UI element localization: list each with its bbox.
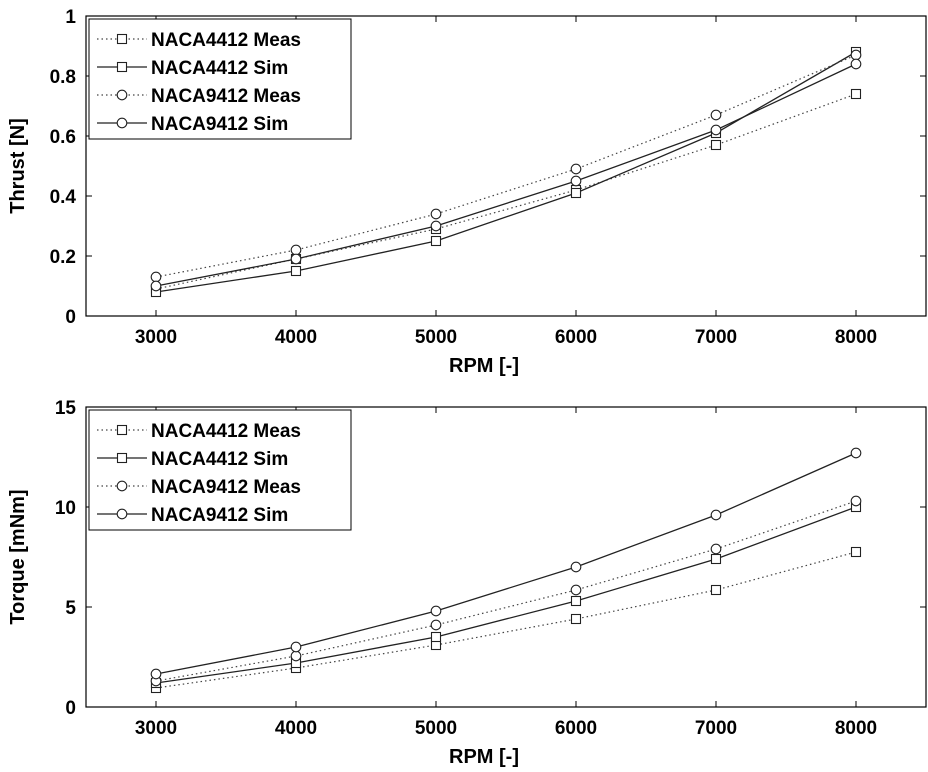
legend-marker-square [116, 424, 128, 436]
y-tick-label: 1 [65, 7, 76, 28]
legend-box [88, 409, 352, 531]
x-tick-label: 8000 [835, 327, 877, 348]
legend-marker-square [116, 33, 128, 45]
data-point [710, 543, 722, 555]
data-point [150, 280, 162, 292]
plot-frame [85, 406, 927, 708]
x-tick-label: 5000 [415, 718, 457, 739]
data-point [430, 235, 442, 247]
series-line [155, 506, 857, 684]
x-tick-label: 7000 [695, 718, 737, 739]
series-line [155, 54, 857, 278]
data-point [850, 495, 862, 507]
series-line [155, 452, 857, 675]
data-point [290, 641, 302, 653]
legend-marker-square [116, 452, 128, 464]
y-tick-label: 0 [65, 307, 76, 328]
torque-chart: 3000 4000 5000 6000 7000 8000 0 5 10 15 RPM [-] Tor… [7, 398, 927, 768]
data-point [570, 163, 582, 175]
series-line [155, 93, 857, 290]
data-point [710, 109, 722, 121]
data-point [430, 208, 442, 220]
series-naca9412-sim [150, 447, 862, 680]
x-tick-label: 8000 [835, 718, 877, 739]
legend-marker-circle [116, 117, 128, 129]
series-line [155, 63, 857, 287]
legend-entry-label: NACA4412 Sim [151, 58, 288, 79]
data-point [290, 265, 302, 277]
data-point [570, 175, 582, 187]
legend-marker-square [116, 61, 128, 73]
x-tick-label: 5000 [415, 327, 457, 348]
x-tick-label: 7000 [695, 327, 737, 348]
series-naca9412-meas [150, 49, 862, 283]
data-point [710, 124, 722, 136]
y-axis-label: Torque [mNm] [7, 489, 29, 624]
legend-marker-circle [116, 508, 128, 520]
x-axis-label: RPM [-] [449, 355, 519, 377]
legend-box [88, 18, 352, 140]
data-point [710, 509, 722, 521]
data-point [710, 584, 722, 596]
data-point [430, 220, 442, 232]
data-point [290, 650, 302, 662]
y-tick-label: 5 [65, 598, 76, 619]
x-axis-label: RPM [-] [449, 746, 519, 768]
data-point [290, 244, 302, 256]
data-point [850, 58, 862, 70]
x-tick-label: 3000 [135, 718, 177, 739]
data-point [850, 49, 862, 61]
y-axis-label: Thrust [N] [7, 118, 29, 214]
y-tick-label: 0.2 [50, 247, 76, 268]
data-point [150, 668, 162, 680]
y-tick-label: 0.6 [50, 127, 76, 148]
data-point [570, 561, 582, 573]
legend-entry-label: NACA4412 Meas [151, 30, 301, 51]
x-tick-label: 4000 [275, 718, 317, 739]
legend-entry-label: NACA9412 Sim [151, 114, 288, 135]
data-point [570, 595, 582, 607]
data-point [290, 253, 302, 265]
data-point [850, 546, 862, 558]
legend-entry-label: NACA4412 Sim [151, 449, 288, 470]
data-point [430, 619, 442, 631]
series-line [155, 551, 857, 689]
legend-entry-label: NACA4412 Meas [151, 421, 301, 442]
legend-marker-circle [116, 480, 128, 492]
thrust-chart: 3000 4000 5000 6000 7000 8000 0 0.2 0.4 0.6 0.8 1 RP… [7, 7, 927, 377]
plot-frame [85, 15, 927, 317]
y-tick-label: 10 [55, 498, 76, 519]
x-tick-label: 3000 [135, 327, 177, 348]
legend-entry-label: NACA9412 Sim [151, 505, 288, 526]
series-naca9412-sim [150, 58, 862, 292]
x-tick-label: 4000 [275, 327, 317, 348]
data-point [570, 584, 582, 596]
data-point [570, 187, 582, 199]
legend-entry-label: NACA9412 Meas [151, 477, 301, 498]
y-tick-label: 0.8 [50, 67, 76, 88]
data-point [150, 271, 162, 283]
legend: NACA4412 Meas NACA4412 Sim NACA9412 Meas NA… [88, 18, 352, 140]
y-tick-label: 0.4 [50, 187, 77, 208]
data-point [570, 613, 582, 625]
legend-entry-label: NACA9412 Meas [151, 86, 301, 107]
data-point [710, 139, 722, 151]
data-point [430, 605, 442, 617]
series-naca4412-meas [150, 546, 862, 694]
data-point [850, 88, 862, 100]
x-tick-label: 6000 [555, 327, 597, 348]
y-tick-label: 15 [55, 398, 77, 419]
y-tick-label: 0 [65, 698, 76, 719]
legend: NACA4412 Meas NACA4412 Sim NACA9412 Meas NA… [88, 409, 352, 531]
data-point [710, 553, 722, 565]
legend-marker-circle [116, 89, 128, 101]
data-point [430, 631, 442, 643]
data-point [850, 447, 862, 459]
x-tick-label: 6000 [555, 718, 597, 739]
